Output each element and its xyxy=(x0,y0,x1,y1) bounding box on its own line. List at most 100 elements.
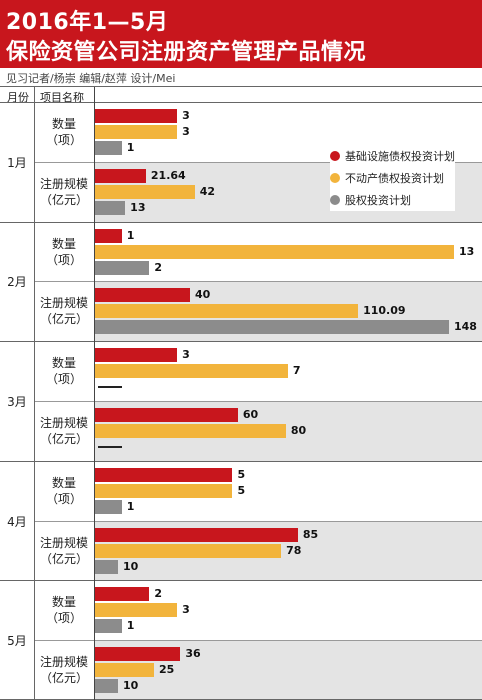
bar-value-label-infra: 5 xyxy=(237,467,246,481)
month-label: 2月 xyxy=(7,275,27,290)
month-separator xyxy=(0,460,482,462)
bar-value-label-infra: 85 xyxy=(302,527,319,541)
legend-item-equity: 股权投资计划 xyxy=(330,189,455,211)
title-line-2: 保险资管公司注册资产管理产品情况 xyxy=(6,40,367,65)
group-label: 注册规模 （亿元） xyxy=(35,654,93,686)
group-separator xyxy=(35,520,482,522)
bar-equity xyxy=(94,200,126,215)
group-label: 注册规模 （亿元） xyxy=(35,415,93,447)
bar-value-label-equity: 2 xyxy=(154,260,163,274)
month-label: 5月 xyxy=(7,634,27,649)
group-label: 注册规模 （亿元） xyxy=(35,176,93,208)
group-label-line2: （项） xyxy=(45,491,82,506)
bar-value-label-infra: 3 xyxy=(182,348,190,362)
chart-legend: 基础设施债权投资计划 不动产债权投资计划 股权投资计划 xyxy=(330,145,455,211)
bar-equity xyxy=(94,499,122,514)
month-separator xyxy=(0,221,482,223)
credits-line: 见习记者/杨崇 编辑/赵萍 设计/Mei xyxy=(6,72,176,85)
bar-value-label-equity: 1 xyxy=(126,141,135,154)
bar-equity xyxy=(94,260,150,275)
month-label: 3月 xyxy=(7,395,27,409)
bar-infra xyxy=(94,228,122,243)
group-label-line1: 数量 xyxy=(51,595,76,610)
bar-value-label-equity: 10 xyxy=(122,679,139,693)
group-label: 数量 （项） xyxy=(35,236,93,268)
group-label-line1: 数量 xyxy=(51,236,76,251)
bar-infra xyxy=(94,587,150,602)
no-data-dash-equity xyxy=(98,386,122,389)
group-label-line1: 数量 xyxy=(51,356,76,371)
bar-realestate xyxy=(94,663,154,678)
group-separator xyxy=(35,281,482,283)
bar-realestate xyxy=(94,424,286,438)
bar-infra xyxy=(94,109,178,123)
bar-equity xyxy=(94,679,118,694)
month-separator xyxy=(0,580,482,582)
group-label-line1: 数量 xyxy=(51,475,76,490)
bar-infra xyxy=(94,348,178,363)
legend-dot-equity-icon xyxy=(330,195,340,205)
legend-label-realestate: 不动产债权投资计划 xyxy=(345,172,444,185)
bar-realestate xyxy=(94,125,178,139)
column-header-month: 月份 xyxy=(7,91,29,104)
bar-value-label-infra: 21.64 xyxy=(150,168,186,182)
bar-value-label-infra: 3 xyxy=(182,109,190,122)
group-label: 数量 （项） xyxy=(35,594,93,626)
column-header-item: 项目名称 xyxy=(40,91,84,104)
group-label-line2: （亿元） xyxy=(39,192,88,207)
bar-value-label-realestate: 110.09 xyxy=(363,304,406,318)
group-label-line2: （项） xyxy=(45,372,82,387)
bar-value-label-equity: 148 xyxy=(454,320,477,334)
legend-item-infra: 基础设施债权投资计划 xyxy=(330,145,455,167)
bar-value-label-realestate: 42 xyxy=(199,184,216,198)
bar-value-label-equity: 1 xyxy=(126,619,135,633)
group-label: 数量 （项） xyxy=(35,355,93,387)
group-label-line2: （亿元） xyxy=(39,671,88,686)
header-banner: 2016年1—5月 保险资管公司注册资产管理产品情况 xyxy=(0,0,482,68)
group-label: 数量 （项） xyxy=(35,475,93,507)
group-separator xyxy=(35,401,482,402)
legend-label-equity: 股权投资计划 xyxy=(345,194,411,207)
month-label: 4月 xyxy=(7,514,27,529)
month-label: 1月 xyxy=(7,155,27,170)
group-label-line2: （项） xyxy=(45,252,82,267)
group-separator xyxy=(35,640,482,642)
bar-value-label-realestate: 78 xyxy=(286,543,302,557)
bar-value-label-realestate: 80 xyxy=(290,424,307,437)
group-label-line2: （项） xyxy=(45,132,82,147)
group-label-line1: 数量 xyxy=(51,116,76,131)
bar-equity xyxy=(94,141,122,155)
bar-value-label-realestate: 7 xyxy=(292,364,301,378)
bar-value-label-infra: 1 xyxy=(126,228,135,242)
bar-value-label-equity: 1 xyxy=(126,499,135,513)
bar-realestate xyxy=(94,603,178,618)
group-label-line2: （亿元） xyxy=(39,312,88,327)
bar-realestate xyxy=(94,483,233,498)
bar-value-label-infra: 40 xyxy=(194,288,211,302)
legend-label-infra: 基础设施债权投资计划 xyxy=(345,150,455,163)
bar-realestate xyxy=(94,244,454,259)
bar-infra xyxy=(94,288,190,303)
group-label-line1: 注册规模 xyxy=(39,655,88,670)
bar-infra xyxy=(94,408,238,422)
group-label-line2: （亿元） xyxy=(39,551,88,566)
bar-infra xyxy=(94,467,233,482)
bar-equity xyxy=(94,320,449,335)
group-label-line1: 注册规模 xyxy=(39,296,88,311)
no-data-dash-equity xyxy=(98,446,122,448)
legend-dot-realestate-icon xyxy=(330,173,340,183)
group-label-line1: 注册规模 xyxy=(39,415,88,430)
header-rule xyxy=(0,86,482,87)
bar-value-label-realestate: 25 xyxy=(158,663,175,677)
bar-realestate xyxy=(94,184,195,199)
group-label: 注册规模 （亿元） xyxy=(35,535,93,567)
bar-value-label-realestate: 3 xyxy=(182,603,190,617)
legend-item-realestate: 不动产债权投资计划 xyxy=(330,167,455,189)
column-divider-month xyxy=(34,86,35,700)
legend-dot-infra-icon xyxy=(330,151,340,161)
bar-value-label-infra: 2 xyxy=(154,587,163,601)
bar-value-label-realestate: 3 xyxy=(182,125,190,138)
bar-value-label-realestate: 13 xyxy=(459,244,475,258)
bar-infra xyxy=(94,527,298,542)
group-label: 数量 （项） xyxy=(35,116,93,148)
